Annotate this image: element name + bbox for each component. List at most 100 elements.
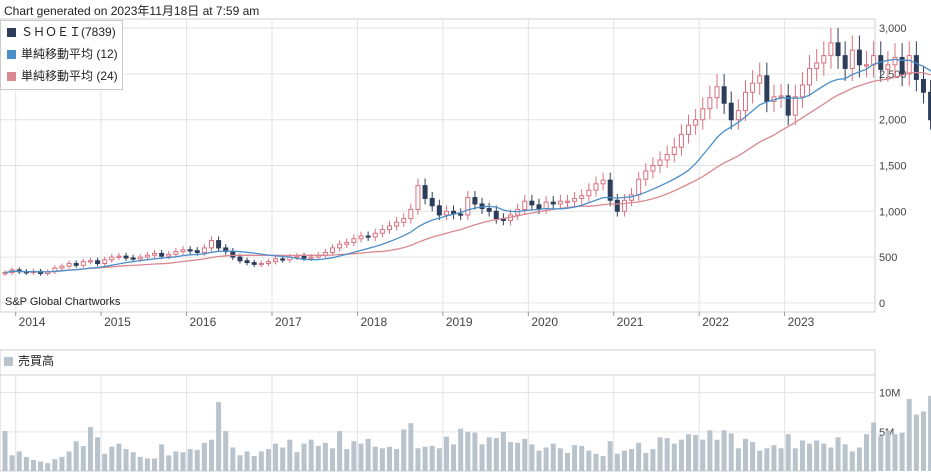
volume-bar (66, 451, 72, 471)
candle-body (778, 95, 784, 98)
candle-body (486, 208, 492, 212)
legend-label-ma24: 単純移動平均 (24) (21, 69, 118, 83)
candle-body (273, 258, 279, 263)
candle-body (372, 232, 378, 238)
candle-body (116, 255, 122, 258)
volume-bar (16, 451, 22, 471)
volume-bar (23, 456, 29, 471)
candle-body (2, 272, 8, 275)
volume-bar (451, 444, 457, 471)
volume-bar (237, 455, 243, 471)
volume-bar (593, 453, 599, 471)
volume-bar (443, 436, 449, 471)
candle-body (379, 229, 385, 234)
volume-bar (792, 448, 798, 471)
candle-body (586, 189, 592, 197)
volume-bar (80, 445, 86, 471)
volume-bar (95, 437, 101, 471)
candle-body (144, 254, 150, 258)
candle-body (864, 64, 870, 67)
volume-bar (550, 443, 556, 471)
volume-bar (721, 430, 727, 471)
volume-bar (408, 423, 414, 471)
volume-bar (30, 460, 36, 471)
candle-body (173, 251, 179, 255)
candle-body (166, 253, 172, 257)
candle-body (671, 146, 677, 156)
volume-bar (109, 446, 115, 471)
volume-bar (807, 443, 813, 471)
legend-item-ma12: 単純移動平均 (12) (7, 45, 118, 63)
x-tick-label: 2022 (702, 315, 729, 329)
candle-body (308, 256, 314, 259)
candle-body (465, 197, 471, 216)
volume-bar (799, 440, 805, 471)
volume-bar (707, 430, 713, 471)
candle-body (621, 199, 627, 212)
volume-bar (415, 448, 421, 471)
volume-bar (230, 447, 236, 471)
candle-body (401, 218, 407, 223)
candle-body (643, 170, 649, 180)
volume-bar (878, 435, 884, 471)
candle-body (856, 49, 862, 66)
candle-body (678, 133, 684, 148)
candle-body (721, 86, 727, 104)
candle-body (564, 200, 570, 203)
candle-body (757, 75, 763, 84)
legend-item-shoei: ＳＨＯＥＩ(7839) (7, 23, 116, 41)
candle-body (66, 262, 72, 267)
volume-bar (536, 450, 542, 471)
volume-bar (436, 448, 442, 471)
volume-bar (180, 452, 186, 471)
legend-label-ma12: 単純移動平均 (12) (21, 47, 118, 61)
candle-body (657, 159, 663, 167)
candle-body (750, 82, 756, 93)
volume-bar (693, 434, 699, 471)
candle-body (351, 238, 357, 243)
volume-bar (871, 422, 877, 471)
price-legend: ＳＨＯＥＩ(7839) 単純移動平均 (12) 単純移動平均 (24) (0, 20, 123, 90)
candle-body (728, 102, 734, 121)
volume-bar (821, 443, 827, 471)
candle-body (892, 56, 898, 66)
candle-body (280, 258, 286, 261)
legend-swatch-shoei (7, 28, 16, 37)
volume-bar (607, 441, 613, 471)
candle-body (828, 42, 834, 57)
candle-body (294, 255, 300, 258)
volume-bar (429, 445, 435, 471)
volume-bar (351, 441, 357, 471)
volume-bar (728, 433, 734, 471)
volume-bar (671, 443, 677, 471)
candle-body (244, 260, 250, 264)
volume-bar (123, 449, 129, 471)
candle-body (693, 119, 699, 126)
volume-bar (244, 451, 250, 471)
volume-bar (572, 445, 578, 471)
candle-body (59, 265, 65, 269)
volume-bar (778, 448, 784, 471)
volume-bar (187, 449, 193, 471)
volume-bar (280, 447, 286, 471)
candle-body (550, 201, 556, 205)
volume-bar (650, 449, 656, 471)
volume-bar (208, 439, 214, 471)
candle-body (792, 96, 798, 116)
volume-bar (173, 451, 179, 471)
candle-body (899, 56, 905, 75)
volume-bar (643, 452, 649, 471)
candle-body (572, 197, 578, 202)
candle-body (579, 195, 585, 199)
ma24-line (4, 71, 931, 274)
candle-body (920, 78, 926, 93)
candle-body (429, 197, 435, 207)
candle-body (436, 205, 442, 216)
volume-bar (344, 449, 350, 471)
volume-bar (287, 439, 293, 471)
volume-bar (864, 434, 870, 471)
y-tick-label: 0 (879, 298, 885, 310)
volume-bar (223, 431, 229, 471)
y-tick-label: 1,000 (879, 206, 907, 218)
volume-legend-swatch (4, 357, 13, 366)
